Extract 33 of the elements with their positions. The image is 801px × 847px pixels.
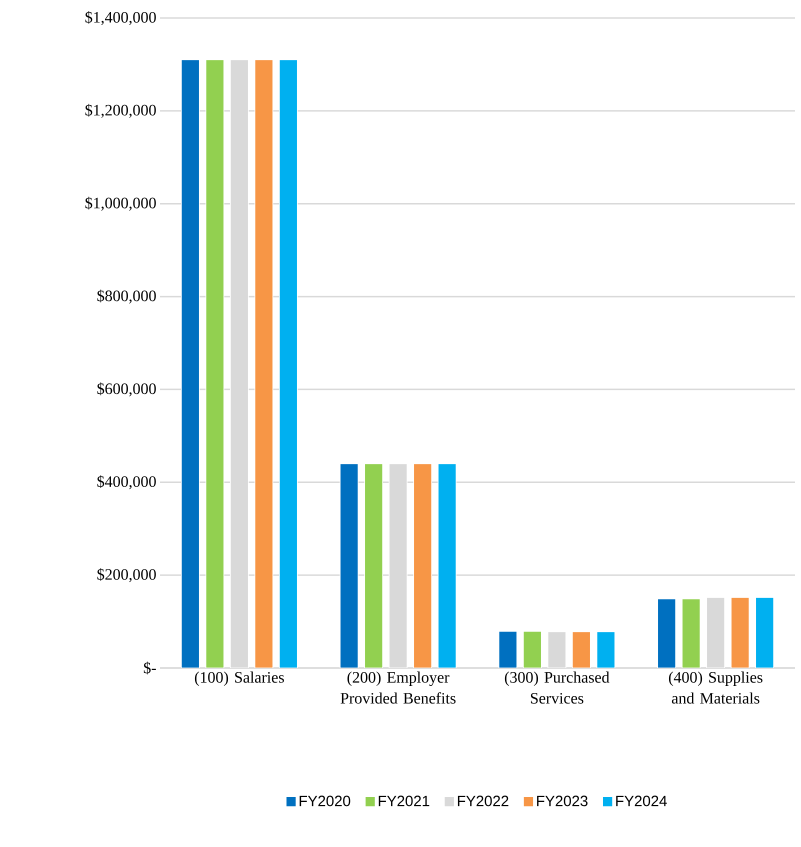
y-tick-label: $400,000 (97, 475, 156, 490)
bar (730, 597, 750, 668)
bar (522, 630, 542, 668)
bar (180, 59, 200, 668)
legend-label: FY2023 (537, 796, 588, 806)
y-tick-label: $1,000,000 (85, 196, 156, 211)
bar (340, 463, 359, 668)
legend-label: FY2022 (458, 796, 508, 806)
bar (364, 463, 384, 668)
bar (596, 631, 616, 668)
y-tick-label: $- (144, 662, 156, 674)
x-tick-label: (100) Salaries (194, 672, 284, 686)
bar (278, 59, 298, 668)
legend-label: FY2020 (300, 796, 350, 806)
legend-label: FY2021 (378, 796, 430, 806)
legend-label: FY2024 (616, 796, 667, 806)
y-tick-label: $600,000 (97, 382, 156, 396)
x-tick-label: (300) Purchased Services (504, 672, 610, 704)
y-tick-label: $1,400,000 (85, 10, 156, 25)
x-tick-label: (400) Supplies and Materials (668, 672, 762, 704)
bar (438, 463, 457, 668)
bar (682, 598, 701, 668)
bar (205, 59, 224, 668)
bar (572, 631, 591, 668)
bar (254, 59, 274, 668)
bar (413, 463, 432, 668)
bar (498, 630, 518, 668)
bar (755, 597, 774, 668)
y-tick-label: $200,000 (97, 568, 156, 582)
bar (657, 598, 676, 668)
y-tick-label: $1,200,000 (85, 104, 156, 118)
y-tick-label: $800,000 (97, 290, 156, 304)
x-tick-label: (200) Employer Provided Benefits (340, 672, 456, 704)
